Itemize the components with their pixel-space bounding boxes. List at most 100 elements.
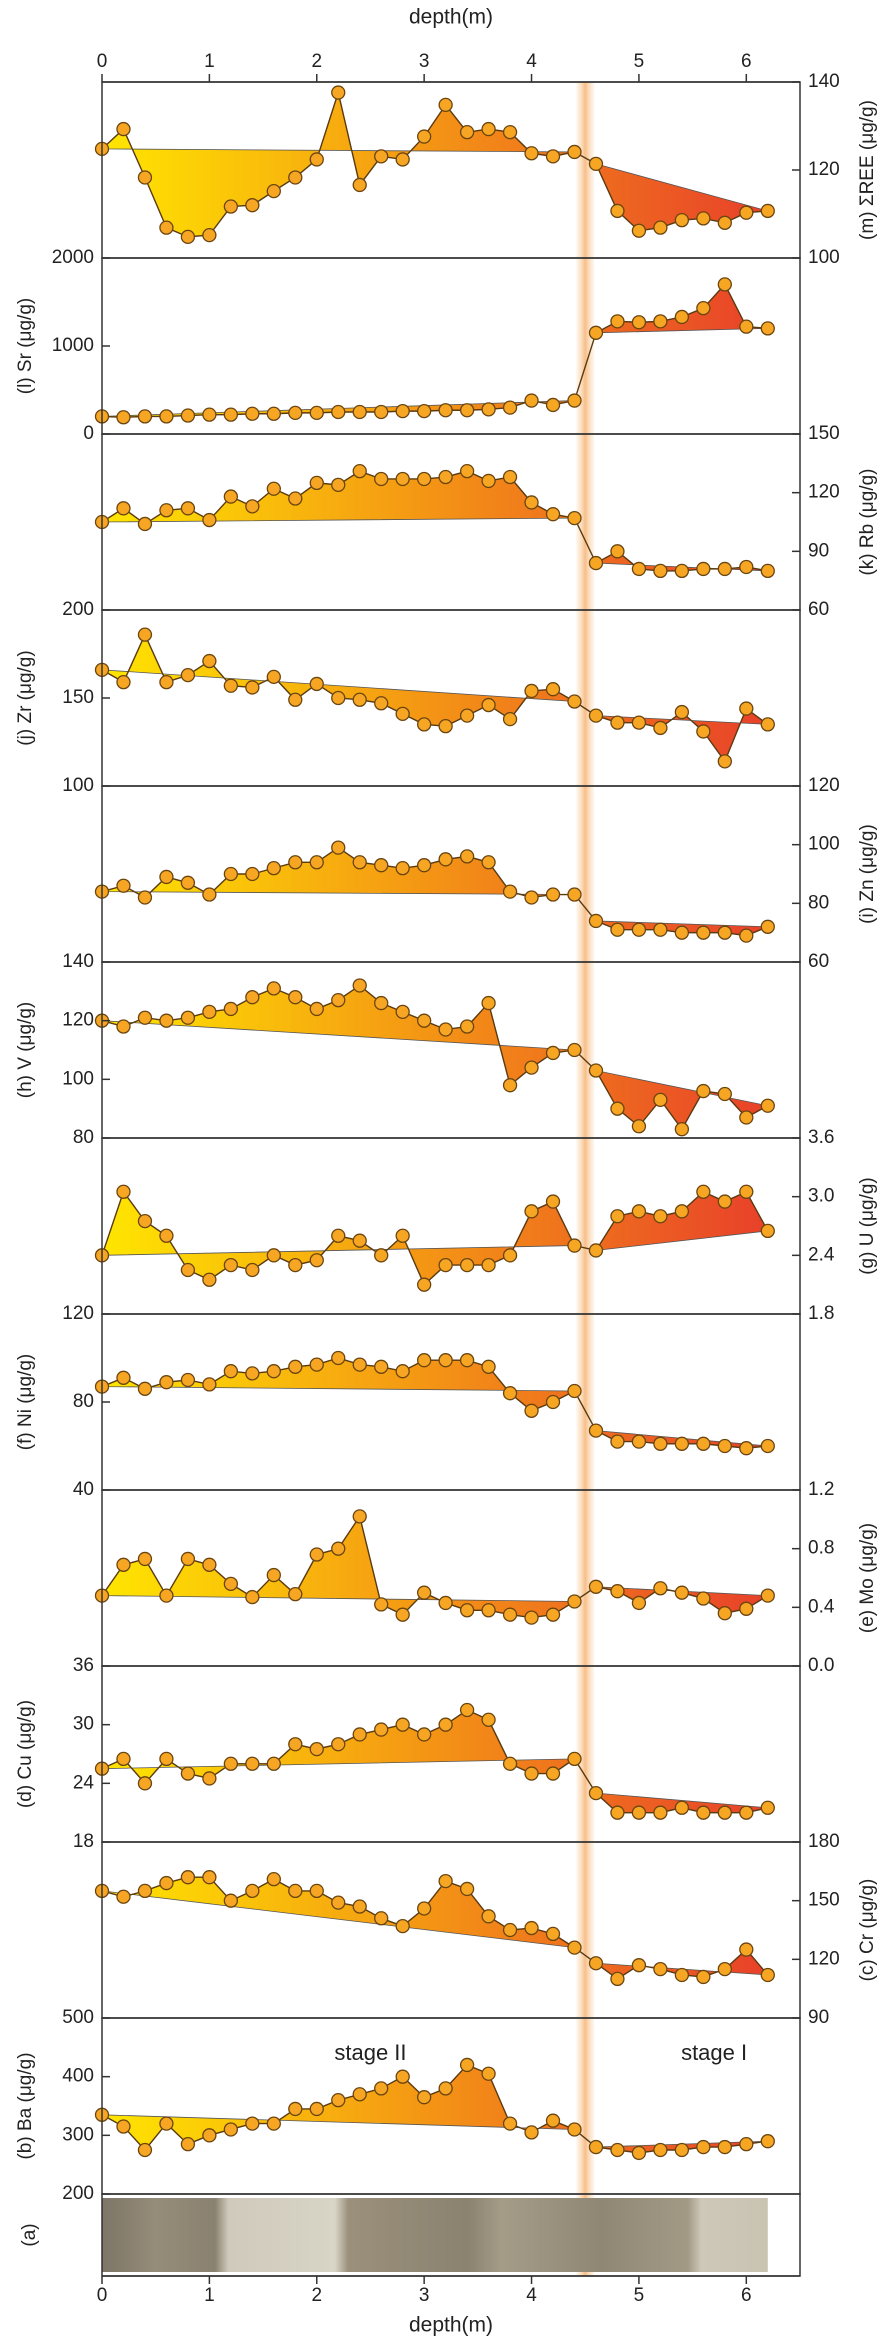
data-point xyxy=(438,852,453,867)
data-point xyxy=(245,2116,260,2131)
data-point xyxy=(245,1883,260,1899)
data-point xyxy=(331,1895,346,1910)
data-point xyxy=(180,1262,196,1278)
y-tick-label: 18 xyxy=(73,1831,94,1852)
data-point xyxy=(395,706,410,721)
data-point xyxy=(567,144,582,160)
y-tick-label: 80 xyxy=(808,892,829,913)
data-point xyxy=(567,510,582,526)
data-point xyxy=(588,1785,604,1801)
data-point xyxy=(502,1078,518,1093)
data-point xyxy=(696,2139,711,2155)
data-point xyxy=(502,400,518,415)
data-point xyxy=(331,1350,346,1366)
y-tick-label: 120 xyxy=(62,1010,94,1031)
data-point xyxy=(245,1262,260,1278)
data-point xyxy=(417,1727,432,1742)
data-point xyxy=(717,1805,732,1820)
data-point xyxy=(331,1228,346,1243)
data-point xyxy=(610,1584,625,1599)
data-point xyxy=(159,675,174,690)
data-point xyxy=(459,1603,475,1618)
data-point xyxy=(245,1756,260,1771)
data-point xyxy=(631,223,647,238)
core-label: (a) xyxy=(19,2223,40,2246)
y-axis-title: (k) Rb (μg/g) xyxy=(857,468,878,575)
data-point xyxy=(116,675,131,690)
data-point xyxy=(309,1883,324,1899)
data-point xyxy=(739,205,754,220)
data-point xyxy=(288,1586,303,1602)
y-tick-label: 100 xyxy=(62,775,94,796)
y-axis-title: (d) Cu (μg/g) xyxy=(15,1700,36,1808)
data-point xyxy=(717,215,732,230)
data-point xyxy=(395,2069,410,2084)
data-point xyxy=(739,1441,754,1456)
data-point xyxy=(395,471,410,487)
data-point xyxy=(331,85,346,100)
data-point xyxy=(374,149,389,164)
x-tick-label: 4 xyxy=(526,51,537,72)
data-point xyxy=(374,1911,389,1926)
data-point xyxy=(653,922,668,937)
data-point xyxy=(588,555,604,571)
data-point xyxy=(717,2139,732,2155)
data-point xyxy=(717,1194,732,1209)
data-point xyxy=(288,855,303,870)
data-point xyxy=(524,495,539,510)
data-point xyxy=(524,2125,539,2140)
data-point xyxy=(288,170,303,185)
y-tick-label: 90 xyxy=(808,2007,829,2028)
data-point xyxy=(717,1606,732,1621)
x-tick-label: 3 xyxy=(419,51,430,72)
data-point xyxy=(674,309,690,325)
data-point xyxy=(610,922,625,937)
data-point xyxy=(739,1942,754,1957)
data-point xyxy=(696,1805,711,1820)
data-point xyxy=(610,1209,625,1224)
data-point xyxy=(309,405,324,421)
data-point xyxy=(588,708,604,723)
data-point xyxy=(180,2136,196,2152)
data-point xyxy=(223,1893,239,1908)
data-point xyxy=(760,321,775,336)
y-axis-title: (b) Ba (μg/g) xyxy=(15,2052,36,2159)
data-point xyxy=(631,922,647,937)
data-point xyxy=(438,469,453,485)
data-point xyxy=(653,220,668,235)
data-point xyxy=(696,1184,711,1199)
data-point xyxy=(116,410,131,425)
y-tick-label: 100 xyxy=(808,834,840,855)
data-point xyxy=(588,913,604,929)
annotation: stage II xyxy=(334,2040,406,2065)
data-point xyxy=(202,227,217,243)
data-point xyxy=(567,887,582,902)
data-point xyxy=(180,229,196,245)
data-point xyxy=(674,1585,690,1600)
data-point xyxy=(610,715,625,730)
data-point xyxy=(717,1438,732,1454)
data-point xyxy=(438,1022,453,1037)
data-point xyxy=(137,1010,153,1025)
data-point xyxy=(545,1394,561,1410)
data-point xyxy=(202,1557,217,1572)
data-point xyxy=(180,1010,196,1025)
data-point xyxy=(202,1870,217,1885)
y-tick-label: 60 xyxy=(808,951,829,972)
data-point xyxy=(309,1547,324,1562)
data-point xyxy=(309,1741,324,1757)
data-point xyxy=(331,1737,346,1752)
data-point xyxy=(459,849,475,864)
data-point xyxy=(331,992,346,1008)
data-point xyxy=(545,2113,561,2128)
data-point xyxy=(137,627,153,642)
data-point xyxy=(459,1881,475,1897)
data-point xyxy=(331,404,346,420)
data-point xyxy=(567,1594,582,1609)
y-tick-label: 180 xyxy=(808,1831,840,1852)
data-point xyxy=(309,475,324,491)
data-point xyxy=(717,561,732,577)
data-point xyxy=(202,2128,217,2143)
data-point xyxy=(417,858,432,873)
y-tick-label: 60 xyxy=(808,599,829,620)
